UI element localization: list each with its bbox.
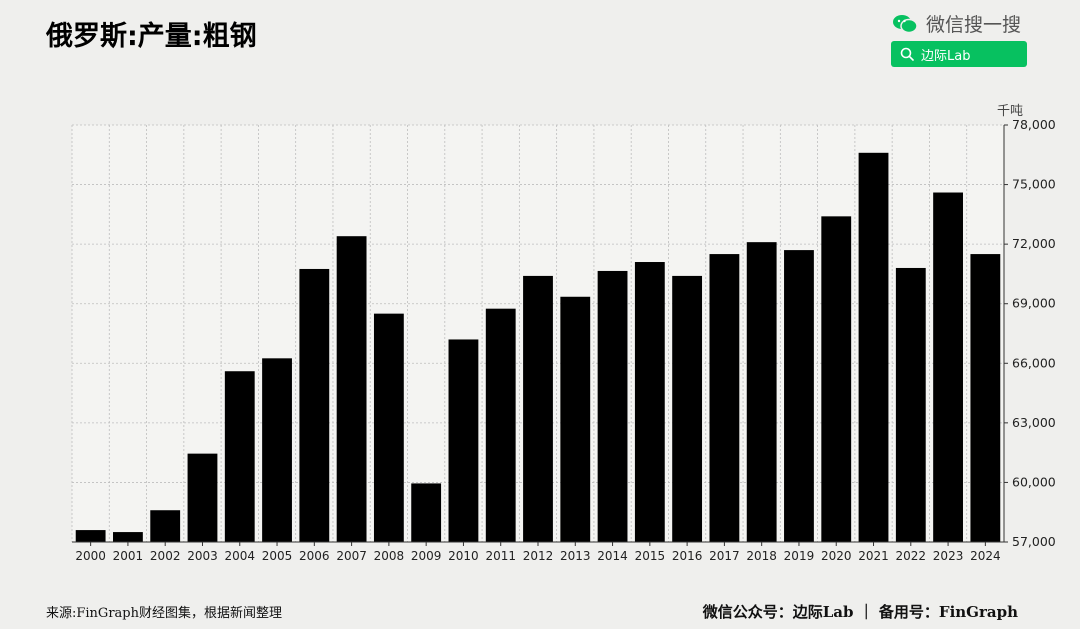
x-tick-label: 2011 xyxy=(485,549,516,563)
wechat-search-box[interactable]: 边际Lab xyxy=(891,41,1027,67)
bar-2002 xyxy=(150,510,181,542)
source-note: 来源:FinGraph财经图集，根据新闻整理 xyxy=(46,606,282,621)
x-tick-label: 2004 xyxy=(224,549,255,563)
bar-2010 xyxy=(448,339,479,542)
y-tick-label: 66,000 xyxy=(1012,355,1056,370)
x-tick-label: 2015 xyxy=(635,549,666,563)
x-tick-label: 2009 xyxy=(411,549,442,563)
x-tick-label: 2001 xyxy=(113,549,144,563)
bar-2015 xyxy=(634,262,665,542)
bar-2008 xyxy=(373,313,404,542)
x-tick-label: 2008 xyxy=(374,549,405,563)
x-tick-label: 2022 xyxy=(896,549,927,563)
bar-2023 xyxy=(933,192,963,542)
x-tick-label: 2007 xyxy=(336,549,367,563)
x-tick-label: 2021 xyxy=(858,549,889,563)
x-tick-label: 2016 xyxy=(672,549,703,563)
bar-2011 xyxy=(485,308,516,542)
bar-2005 xyxy=(262,358,292,542)
bar-2014 xyxy=(597,270,628,542)
bar-2021 xyxy=(858,152,889,543)
y-tick-label: 78,000 xyxy=(1012,117,1056,132)
y-unit-label: 千吨 xyxy=(997,104,1023,119)
wechat-brand: 微信搜一搜 xyxy=(892,10,1021,37)
search-box-text: 边际Lab xyxy=(921,48,971,64)
account-note: 微信公众号：边际Lab ｜ 备用号：FinGraph xyxy=(702,603,1018,621)
bar-2024 xyxy=(970,254,1001,543)
x-tick-label: 2019 xyxy=(784,549,815,563)
search-icon xyxy=(900,47,914,61)
y-tick-label: 63,000 xyxy=(1012,415,1056,430)
x-tick-label: 2002 xyxy=(150,549,181,563)
x-tick-label: 2020 xyxy=(821,549,852,563)
bar-2017 xyxy=(709,254,740,543)
x-tick-label: 2010 xyxy=(448,549,479,563)
x-tick-label: 2000 xyxy=(75,549,106,563)
bar-2006 xyxy=(299,268,330,542)
bar-2000 xyxy=(75,530,106,542)
y-tick-label: 57,000 xyxy=(1012,534,1056,549)
wechat-search-label: 微信搜一搜 xyxy=(926,14,1022,36)
bar-2016 xyxy=(672,275,703,542)
x-tick-label: 2003 xyxy=(187,549,218,563)
bar-2018 xyxy=(746,242,777,542)
bar-2012 xyxy=(523,275,553,542)
x-tick-label: 2014 xyxy=(597,549,628,563)
x-tick-label: 2017 xyxy=(709,549,740,563)
bar-2001 xyxy=(113,532,143,542)
bar-2003 xyxy=(187,453,218,542)
chart-title: 俄罗斯:产量:粗钢 xyxy=(46,21,257,52)
x-tick-label: 2013 xyxy=(560,549,591,563)
bar-2020 xyxy=(821,216,852,543)
bar-2009 xyxy=(411,483,442,542)
x-tick-label: 2012 xyxy=(523,549,554,563)
bar-2019 xyxy=(784,250,814,542)
x-tick-label: 2006 xyxy=(299,549,330,563)
wechat-icon xyxy=(893,14,918,33)
x-tick-label: 2005 xyxy=(262,549,293,563)
y-tick-label: 60,000 xyxy=(1012,474,1056,489)
y-tick-label: 72,000 xyxy=(1012,236,1056,251)
x-tick-label: 2018 xyxy=(746,549,777,563)
bar-2007 xyxy=(336,236,367,542)
bar-2004 xyxy=(224,371,255,542)
y-tick-label: 75,000 xyxy=(1012,177,1056,192)
x-tick-label: 2024 xyxy=(970,549,1001,563)
x-tick-label: 2023 xyxy=(933,549,964,563)
bar-2022 xyxy=(895,267,926,542)
y-tick-label: 69,000 xyxy=(1012,296,1056,311)
bar-2013 xyxy=(560,296,591,542)
